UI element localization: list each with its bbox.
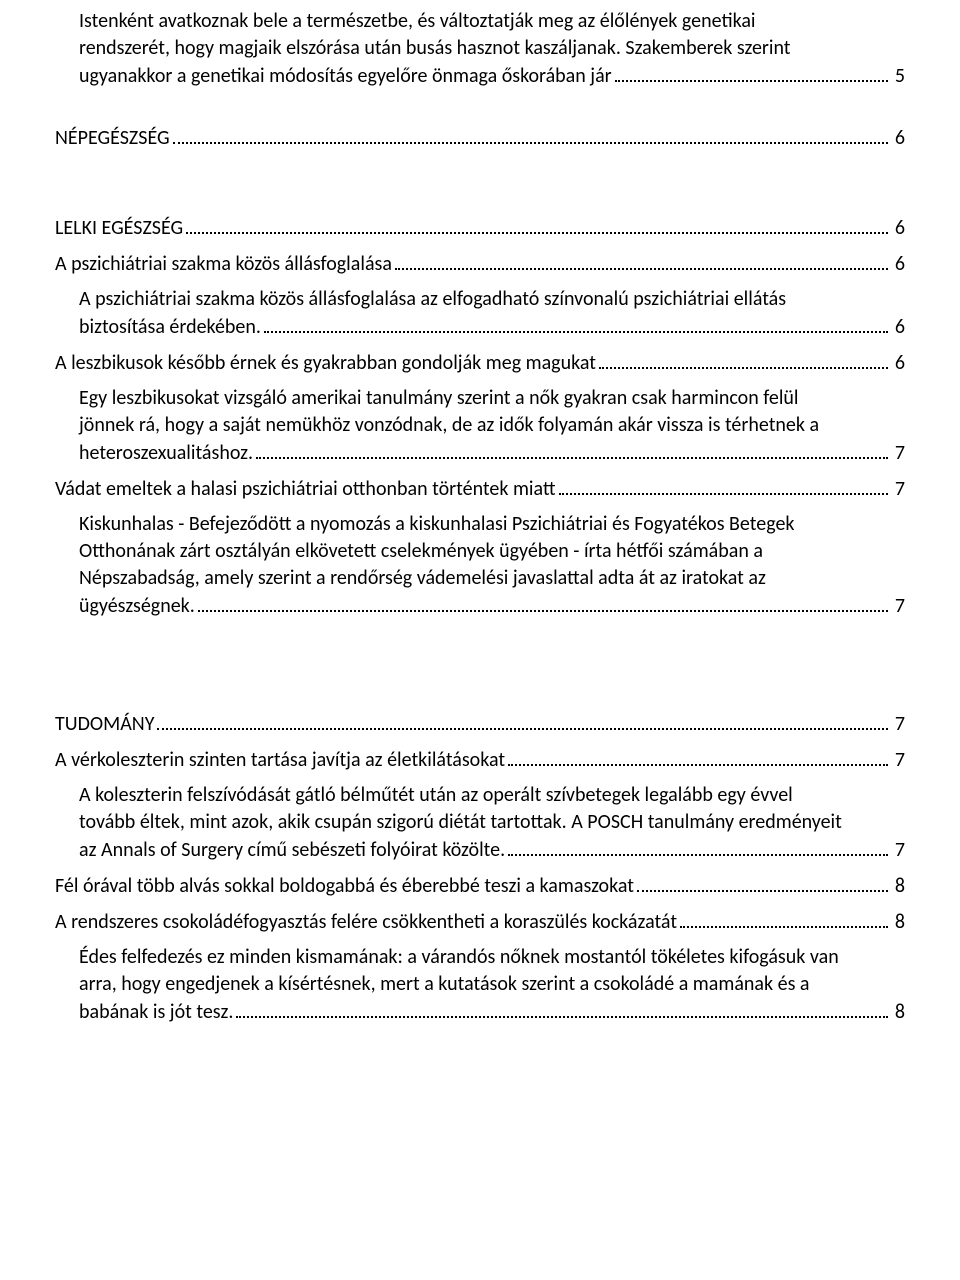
toc-entry-text-line: A koleszterin felszívódását gátló bélműt…	[79, 782, 905, 809]
toc-leader-dots	[395, 250, 888, 270]
toc-page-number: 5	[891, 63, 905, 90]
toc-entry-text-line: Egy leszbikusokat vizsgáló amerikai tanu…	[79, 385, 905, 412]
toc-entry-text: ügyészségnek.	[79, 593, 195, 620]
toc-page-number: 7	[891, 837, 905, 864]
toc-page-number: 8	[891, 873, 905, 900]
toc-entry: A vérkoleszterin szinten tartása javítja…	[55, 746, 905, 774]
toc-entry: LELKI EGÉSZSÉG 6	[55, 214, 905, 242]
toc-entry-last-line: babának is jót tesz. 8	[79, 998, 905, 1026]
toc-entry-text: babának is jót tesz.	[79, 999, 233, 1026]
toc-entry-text-line: Édes felfedezés ez minden kismamának: a …	[79, 944, 905, 971]
toc-leader-dots	[508, 836, 888, 856]
toc-entry-last-line: ugyanakkor a genetikai módosítás egyelőr…	[79, 62, 905, 90]
toc-leader-dots	[256, 439, 888, 459]
toc-entry: A pszichiátriai szakma közös állásfoglal…	[55, 286, 905, 341]
toc-entry-text: A pszichiátriai szakma közös állásfoglal…	[55, 251, 392, 278]
toc-entry-text-line: A pszichiátriai szakma közös állásfoglal…	[79, 286, 905, 313]
toc-entry: TUDOMÁNY 7	[55, 710, 905, 738]
toc-entry-last-line: heteroszexualitáshoz. 7	[79, 439, 905, 467]
toc-page-number: 7	[891, 711, 905, 738]
table-of-contents: Istenként avatkoznak bele a természetbe,…	[55, 8, 905, 1026]
toc-leader-dots	[637, 872, 888, 892]
toc-entry: Fél órával több alvás sokkal boldogabbá …	[55, 872, 905, 900]
toc-page-number: 8	[891, 999, 905, 1026]
toc-page-number: 6	[891, 251, 905, 278]
toc-entry: A leszbikusok később érnek és gyakrabban…	[55, 349, 905, 377]
toc-entry-text-line: Istenként avatkoznak bele a természetbe,…	[79, 8, 905, 35]
toc-entry-text: A leszbikusok később érnek és gyakrabban…	[55, 350, 596, 377]
toc-entry-last-line: az Annals of Surgery című sebészeti foly…	[79, 836, 905, 864]
toc-page-number: 6	[891, 350, 905, 377]
toc-page-number: 6	[891, 314, 905, 341]
toc-leader-dots	[264, 313, 888, 333]
toc-page-number: 6	[891, 215, 905, 242]
toc-leader-dots	[157, 710, 887, 730]
toc-entry-text-line: arra, hogy engedjenek a kísértésnek, mer…	[79, 971, 905, 998]
toc-entry-text-line: tovább éltek, mint azok, akik csupán szi…	[79, 809, 905, 836]
toc-entry: Egy leszbikusokat vizsgáló amerikai tanu…	[55, 385, 905, 467]
toc-entry-text: TUDOMÁNY	[55, 711, 154, 738]
toc-leader-dots	[173, 124, 888, 144]
toc-entry-text: A vérkoleszterin szinten tartása javítja…	[55, 747, 505, 774]
toc-entry-text: Fél órával több alvás sokkal boldogabbá …	[55, 873, 634, 900]
toc-entry-text-line: Kiskunhalas - Befejeződött a nyomozás a …	[79, 511, 905, 538]
toc-page-number: 6	[891, 125, 905, 152]
toc-entry: A rendszeres csokoládéfogyasztás felére …	[55, 908, 905, 936]
toc-entry-text: LELKI EGÉSZSÉG	[55, 215, 183, 242]
toc-entry-text: heteroszexualitáshoz.	[79, 440, 253, 467]
toc-page-number: 7	[891, 747, 905, 774]
toc-leader-dots	[508, 746, 888, 766]
toc-entry-text: ugyanakkor a genetikai módosítás egyelőr…	[79, 63, 612, 90]
toc-entry: A pszichiátriai szakma közös állásfoglal…	[55, 250, 905, 278]
toc-entry: Édes felfedezés ez minden kismamának: a …	[55, 944, 905, 1026]
toc-leader-dots	[680, 908, 888, 928]
toc-leader-dots	[615, 62, 888, 82]
toc-entry-text-line: Népszabadság, amely szerint a rendőrség …	[79, 565, 905, 592]
toc-entry-text-line: jönnek rá, hogy a saját nemükhöz vonzódn…	[79, 412, 905, 439]
toc-leader-dots	[599, 349, 888, 369]
toc-entry-text-line: rendszerét, hogy magjaik elszórása után …	[79, 35, 905, 62]
toc-leader-dots	[198, 592, 888, 612]
toc-page-number: 8	[891, 909, 905, 936]
toc-leader-dots	[236, 998, 887, 1018]
toc-leader-dots	[559, 475, 888, 495]
toc-leader-dots	[186, 214, 888, 234]
toc-page-number: 7	[891, 593, 905, 620]
toc-page-number: 7	[891, 476, 905, 503]
toc-entry: Vádat emeltek a halasi pszichiátriai ott…	[55, 475, 905, 503]
toc-entry: NÉPEGÉSZSÉG 6	[55, 124, 905, 152]
toc-entry: A koleszterin felszívódását gátló bélműt…	[55, 782, 905, 864]
toc-entry: Istenként avatkoznak bele a természetbe,…	[55, 8, 905, 90]
toc-entry-last-line: biztosítása érdekében. 6	[79, 313, 905, 341]
toc-entry: Kiskunhalas - Befejeződött a nyomozás a …	[55, 511, 905, 620]
toc-entry-text: Vádat emeltek a halasi pszichiátriai ott…	[55, 476, 556, 503]
toc-entry-last-line: ügyészségnek. 7	[79, 592, 905, 620]
toc-entry-text: A rendszeres csokoládéfogyasztás felére …	[55, 909, 677, 936]
toc-entry-text-line: Otthonának zárt osztályán elkövetett cse…	[79, 538, 905, 565]
toc-page-number: 7	[891, 440, 905, 467]
toc-entry-text: NÉPEGÉSZSÉG	[55, 125, 170, 152]
toc-entry-text: az Annals of Surgery című sebészeti foly…	[79, 837, 505, 864]
toc-entry-text: biztosítása érdekében.	[79, 314, 261, 341]
